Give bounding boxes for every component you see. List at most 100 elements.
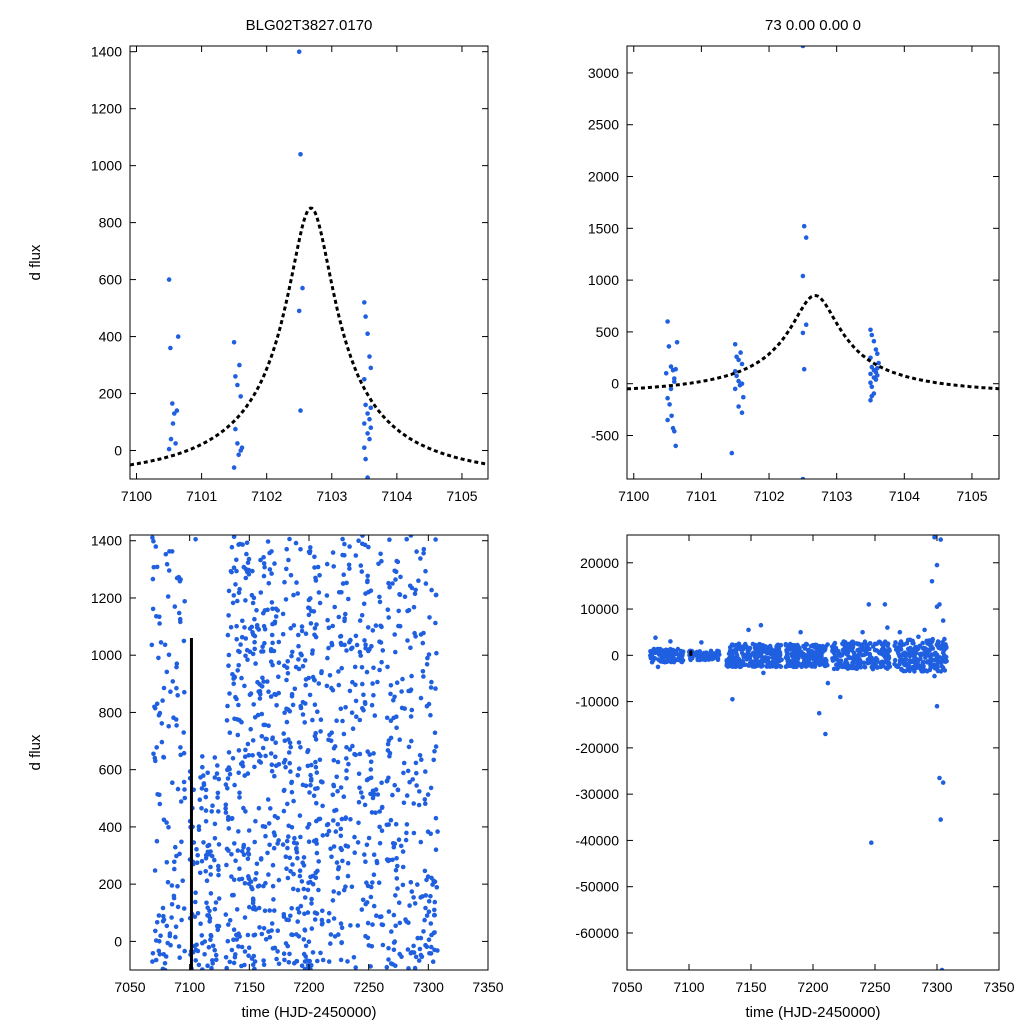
data-point bbox=[893, 640, 898, 645]
data-point bbox=[423, 801, 428, 806]
data-point bbox=[649, 652, 655, 658]
data-point bbox=[237, 649, 242, 655]
x-tick-label: 7050 bbox=[114, 979, 145, 995]
data-point bbox=[653, 635, 658, 640]
data-point bbox=[931, 662, 936, 667]
data-point bbox=[308, 778, 314, 783]
data-point bbox=[365, 573, 371, 579]
data-point bbox=[346, 562, 352, 568]
y-tick-label: 0 bbox=[611, 647, 619, 663]
data-point bbox=[173, 717, 179, 722]
data-point bbox=[432, 749, 437, 754]
data-point bbox=[413, 760, 419, 766]
data-point bbox=[307, 790, 312, 795]
data-point bbox=[197, 797, 203, 802]
data-point bbox=[173, 441, 178, 446]
data-point bbox=[332, 604, 338, 610]
data-point bbox=[412, 965, 418, 970]
data-point bbox=[243, 636, 249, 641]
data-point bbox=[407, 903, 412, 908]
data-point bbox=[288, 869, 293, 874]
data-point bbox=[216, 923, 222, 929]
data-point bbox=[223, 802, 229, 807]
data-point bbox=[375, 679, 380, 685]
data-point bbox=[150, 535, 155, 540]
data-point bbox=[297, 868, 303, 873]
data-point bbox=[886, 647, 892, 652]
data-point bbox=[342, 541, 347, 547]
data-point bbox=[835, 657, 840, 662]
data-point bbox=[193, 958, 198, 963]
data-point bbox=[869, 655, 874, 661]
data-point bbox=[421, 929, 426, 934]
data-point bbox=[431, 878, 436, 884]
data-point bbox=[299, 879, 305, 884]
data-point bbox=[928, 655, 933, 660]
data-point bbox=[424, 662, 430, 667]
x-tick-label: 7105 bbox=[446, 488, 477, 504]
data-point bbox=[833, 645, 839, 651]
data-point bbox=[216, 896, 222, 901]
data-point bbox=[236, 748, 242, 753]
data-point bbox=[235, 848, 241, 853]
data-point bbox=[408, 714, 414, 719]
data-point bbox=[242, 949, 248, 954]
data-point bbox=[800, 476, 806, 479]
data-point bbox=[396, 608, 402, 614]
data-point bbox=[362, 377, 367, 382]
data-point bbox=[791, 664, 797, 669]
data-point bbox=[757, 651, 763, 656]
data-point bbox=[400, 882, 406, 888]
data-point bbox=[290, 649, 295, 655]
data-point bbox=[181, 906, 187, 911]
data-point bbox=[235, 668, 240, 673]
data-point bbox=[212, 906, 218, 912]
data-point bbox=[876, 649, 882, 655]
data-point bbox=[803, 655, 808, 660]
y-tick-label: 200 bbox=[99, 386, 123, 402]
data-point bbox=[298, 547, 303, 552]
data-point bbox=[229, 892, 235, 898]
y-tick-label: 200 bbox=[99, 876, 123, 892]
data-point bbox=[670, 649, 676, 655]
data-point bbox=[175, 786, 181, 792]
data-point bbox=[266, 689, 271, 694]
data-point bbox=[392, 939, 398, 944]
data-point bbox=[298, 834, 303, 840]
data-point bbox=[420, 640, 426, 646]
data-point bbox=[289, 780, 294, 786]
data-point bbox=[764, 659, 770, 665]
data-point bbox=[298, 705, 304, 711]
data-point bbox=[877, 660, 883, 666]
data-point bbox=[399, 689, 404, 694]
data-point bbox=[771, 662, 777, 668]
data-point bbox=[296, 643, 301, 649]
data-point bbox=[769, 651, 775, 656]
data-point bbox=[240, 618, 245, 624]
data-point bbox=[352, 834, 357, 840]
data-point bbox=[284, 546, 290, 552]
data-point bbox=[273, 740, 279, 745]
data-point bbox=[324, 593, 330, 598]
data-point bbox=[247, 649, 253, 654]
data-point bbox=[160, 698, 165, 703]
data-point bbox=[392, 632, 398, 637]
data-point bbox=[344, 648, 349, 653]
data-point bbox=[237, 362, 242, 368]
data-point bbox=[924, 638, 929, 644]
data-point bbox=[174, 408, 180, 413]
data-point bbox=[388, 961, 394, 966]
data-point bbox=[268, 751, 274, 756]
data-point bbox=[239, 849, 245, 854]
data-point bbox=[275, 608, 281, 613]
data-point bbox=[679, 658, 685, 663]
data-point bbox=[837, 664, 842, 669]
data-point bbox=[294, 850, 300, 855]
data-point bbox=[365, 331, 370, 337]
data-point bbox=[182, 787, 187, 792]
data-point bbox=[254, 623, 260, 628]
data-point bbox=[261, 722, 267, 728]
data-point bbox=[181, 730, 186, 735]
data-point bbox=[384, 964, 390, 970]
data-point bbox=[298, 651, 304, 657]
